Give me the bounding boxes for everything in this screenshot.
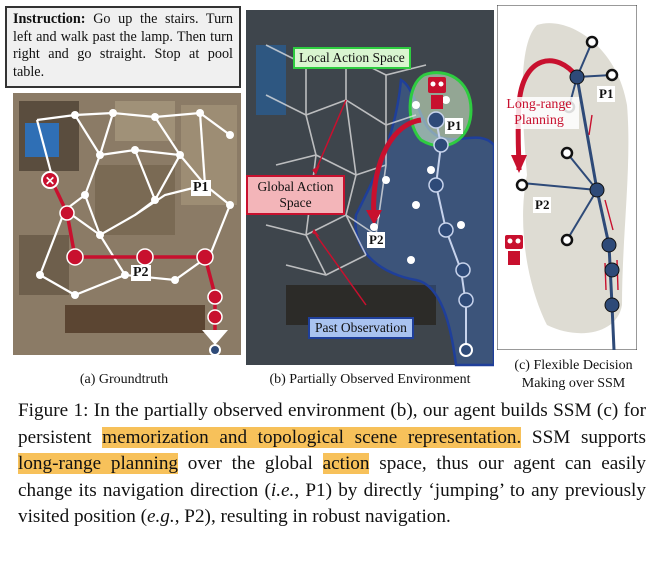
caption-part-5: , P1) by directly ‘jumping’ to any previ…	[18, 479, 646, 528]
local-action-space-label: Local Action Space	[293, 47, 411, 69]
caption-part-4: space, thus our agent can easily change …	[18, 453, 646, 501]
start-marker	[202, 330, 228, 356]
panel-c-caption: (c) Flexible Decision Making over SSM	[491, 357, 656, 393]
caption-part-6: , P2), resulting in robust navigation.	[174, 506, 451, 528]
caption-ie: i.e.	[270, 479, 295, 501]
p2-label: P2	[367, 232, 386, 248]
highlight-memorization: memorization and topological scene repre…	[102, 426, 522, 448]
ssm-panel: Long-range Planning P1 P2 (c) Flexible D…	[496, 4, 656, 391]
global-action-space-line1: Global Action	[257, 179, 334, 194]
panel-c-caption-line1: (c) Flexible Decision	[514, 358, 633, 373]
caption-part-1: Figure 1: In the partially observed envi…	[18, 400, 646, 448]
p1-label: P1	[597, 86, 616, 102]
panel-c-caption-line2: Making over SSM	[521, 376, 626, 391]
highlight-action: action	[322, 453, 370, 475]
robot-icon	[505, 235, 523, 265]
panel-a-caption: (a) Groundtruth	[79, 372, 169, 387]
p2-label: P2	[131, 265, 151, 281]
instruction-text: Go up the stairs. Turn left and walk pas…	[13, 11, 233, 80]
caption-eg: e.g.	[146, 506, 175, 528]
caption-part-3: over the global	[178, 453, 323, 475]
partial-observation-panel: Local Action Space Global Action Space P…	[246, 5, 496, 387]
p2-label: P2	[533, 197, 552, 213]
robot-icon	[428, 77, 446, 109]
groundtruth-panel: ✕ P1 P2 (a) Groundtruth	[5, 5, 243, 387]
highlight-long-range-planning: long-range planning	[18, 453, 179, 475]
long-range-line2: Planning	[514, 113, 564, 128]
ssm-graph	[496, 4, 638, 351]
p1-label: P1	[191, 180, 211, 196]
goal-marker: ✕	[41, 171, 59, 189]
caption-part-2: SSM supports	[521, 426, 646, 448]
p1-label: P1	[445, 118, 464, 134]
panel-b-caption: (b) Partially Observed Environment	[269, 372, 471, 387]
past-observation-label: Past Observation	[308, 317, 414, 339]
long-range-planning-label: Long-range Planning	[499, 97, 579, 129]
long-range-line1: Long-range	[506, 97, 572, 112]
figure-caption: Figure 1: In the partially observed envi…	[18, 398, 646, 531]
instruction-label: Instruction:	[13, 11, 86, 27]
global-action-space-label: Global Action Space	[246, 175, 345, 215]
global-action-space-line2: Space	[279, 195, 312, 210]
svg-text:✕: ✕	[45, 174, 55, 188]
instruction-box: Instruction: Go up the stairs. Turn left…	[5, 6, 241, 88]
